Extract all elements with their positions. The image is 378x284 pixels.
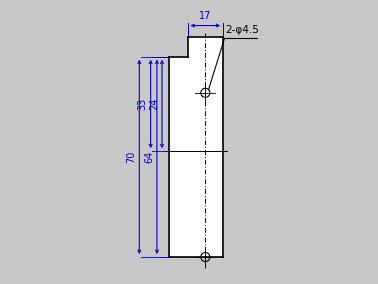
- Text: 64: 64: [145, 151, 155, 163]
- Bar: [187, 37, 223, 57]
- Text: 33: 33: [137, 98, 147, 110]
- Text: 24: 24: [150, 98, 160, 110]
- Text: 17: 17: [199, 11, 212, 21]
- Bar: [169, 57, 223, 257]
- Text: 2-φ4.5: 2-φ4.5: [225, 25, 259, 35]
- Text: 70: 70: [126, 151, 136, 163]
